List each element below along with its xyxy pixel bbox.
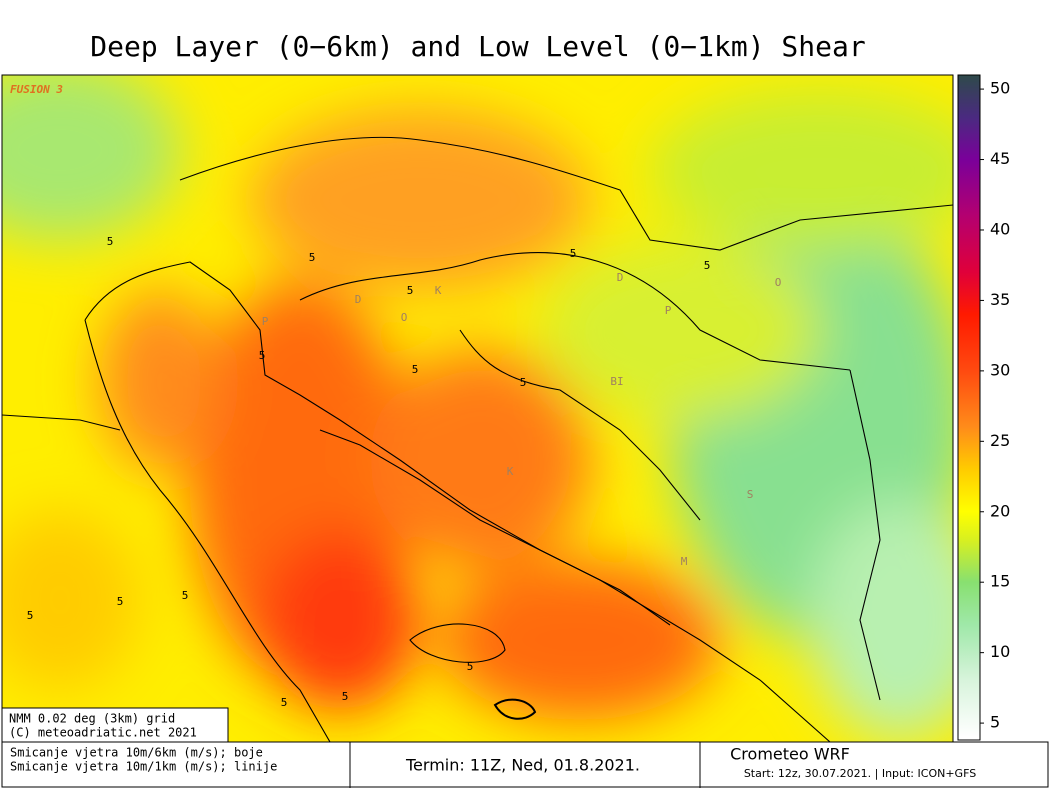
place-label: BI [610, 375, 623, 388]
info-line: (C) meteoadriatic.net 2021 [9, 726, 197, 740]
colorbar-tick-label: 35 [990, 290, 1010, 309]
contour-label: 5 [182, 589, 189, 602]
contour-label: 5 [407, 284, 414, 297]
contour-label: 5 [27, 609, 34, 622]
place-label: K [507, 465, 514, 478]
map: 5 5 5 5 5 5 5 5 5 5 5 5 5 5 D O K P BI K S M D P O [2, 75, 953, 742]
colorbar-tick-label: 40 [990, 219, 1010, 238]
place-label: M [681, 555, 688, 568]
model-name: Crometeo WRF [730, 745, 850, 764]
contour-label: 5 [704, 259, 711, 272]
legend-line: Smicanje vjetra 10m/6km (m/s); boje [10, 746, 263, 760]
colorbar-scale [957, 74, 981, 741]
coastline [2, 136, 953, 742]
contour-label: 5 [259, 349, 266, 362]
contour-label: 5 [342, 690, 349, 703]
place-label: D [355, 293, 362, 306]
contour-label: 5 [117, 595, 124, 608]
colorbar-tick-label: 15 [990, 572, 1010, 591]
contour-label: 5 [570, 247, 577, 260]
contour-label: 5 [467, 660, 474, 673]
contour-label: 5 [281, 696, 288, 709]
place-label: P [665, 304, 672, 317]
place-label: D [617, 271, 624, 284]
colorbar-tick-label: 20 [990, 501, 1010, 520]
model-start: Start: 12z, 30.07.2021. | Input: ICON+GF… [744, 767, 976, 780]
contour-label: 5 [309, 251, 316, 264]
colorbar-tick-label: 45 [990, 149, 1010, 168]
info-box [1, 707, 229, 743]
colorbar-tick-label: 10 [990, 642, 1010, 661]
place-label: O [401, 311, 408, 324]
contour-label: 5 [412, 363, 419, 376]
place-label: P [262, 315, 269, 328]
info-line: NMM 0.02 deg (3km) grid [9, 712, 175, 726]
place-label: S [747, 488, 754, 501]
place-label: O [775, 276, 782, 289]
colorbar: 5 10 15 20 25 30 35 40 45 50 [957, 74, 1010, 741]
place-label: K [435, 284, 442, 297]
run-time: Termin: 11Z, Ned, 01.8.2021. [405, 756, 640, 775]
contour-label: 5 [107, 235, 114, 248]
colorbar-tick-label: 50 [990, 79, 1010, 98]
title: Deep Layer (0−6km) and Low Level (0−1km)… [90, 30, 865, 63]
colorbar-tick-label: 25 [990, 431, 1010, 450]
legend-line: Smicanje vjetra 10m/1km (m/s); linije [10, 760, 277, 774]
footer: Smicanje vjetra 10m/6km (m/s); boje Smic… [1, 741, 1049, 788]
watermark: FUSION 3 [10, 83, 63, 96]
colorbar-tick-label: 30 [990, 360, 1010, 379]
contour-label: 5 [520, 376, 527, 389]
colorbar-tick-label: 5 [990, 713, 1000, 732]
